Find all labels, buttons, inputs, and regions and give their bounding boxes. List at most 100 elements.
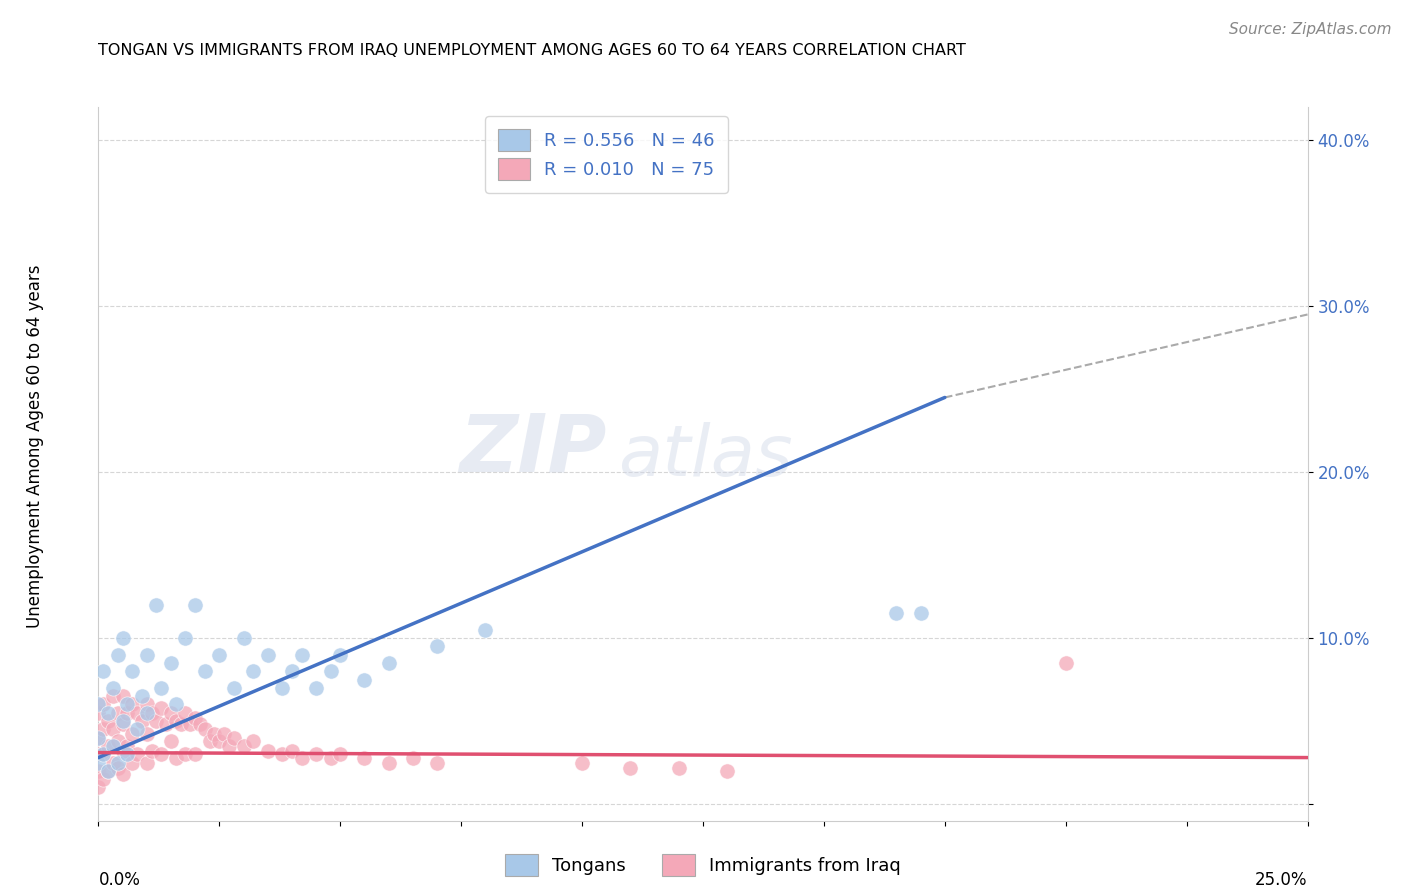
Point: [131, 689, 153, 703]
Point: [571, 756, 593, 770]
Point: [165, 698, 187, 712]
Point: [150, 747, 173, 762]
Point: [169, 717, 191, 731]
Point: [377, 756, 399, 770]
Point: [91, 747, 114, 762]
Text: ZIP: ZIP: [458, 410, 606, 489]
Point: [256, 744, 278, 758]
Point: [208, 648, 231, 662]
Point: [141, 706, 163, 720]
Point: [145, 714, 167, 728]
Point: [619, 760, 641, 774]
Point: [232, 739, 254, 753]
Point: [127, 747, 149, 762]
Point: [107, 706, 129, 720]
Point: [87, 756, 110, 770]
Point: [160, 734, 183, 748]
Point: [150, 681, 173, 695]
Point: [141, 744, 163, 758]
Point: [111, 767, 134, 781]
Point: [204, 727, 226, 741]
Point: [135, 727, 157, 741]
Point: [150, 700, 173, 714]
Point: [155, 717, 177, 731]
Point: [111, 717, 134, 731]
Point: [179, 717, 201, 731]
Point: [87, 764, 110, 778]
Point: [290, 750, 312, 764]
Point: [91, 772, 114, 786]
Point: [121, 698, 143, 712]
Point: [97, 764, 120, 778]
Point: [97, 739, 120, 753]
Point: [101, 756, 124, 770]
Point: [91, 665, 114, 679]
Point: [135, 648, 157, 662]
Point: [402, 750, 425, 764]
Legend: Tongans, Immigrants from Iraq: Tongans, Immigrants from Iraq: [498, 847, 908, 883]
Point: [305, 681, 328, 695]
Point: [101, 723, 124, 737]
Point: [184, 747, 207, 762]
Point: [160, 706, 183, 720]
Point: [353, 673, 375, 687]
Point: [329, 648, 352, 662]
Point: [426, 756, 449, 770]
Point: [111, 714, 134, 728]
Point: [121, 665, 143, 679]
Text: Unemployment Among Ages 60 to 64 years: Unemployment Among Ages 60 to 64 years: [27, 264, 44, 628]
Point: [256, 648, 278, 662]
Point: [188, 717, 211, 731]
Point: [174, 747, 197, 762]
Point: [91, 698, 114, 712]
Point: [377, 656, 399, 670]
Point: [135, 706, 157, 720]
Point: [212, 727, 235, 741]
Text: TONGAN VS IMMIGRANTS FROM IRAQ UNEMPLOYMENT AMONG AGES 60 TO 64 YEARS CORRELATIO: TONGAN VS IMMIGRANTS FROM IRAQ UNEMPLOYM…: [98, 43, 966, 58]
Point: [426, 640, 449, 654]
Point: [198, 734, 221, 748]
Point: [242, 734, 264, 748]
Point: [222, 731, 245, 745]
Point: [165, 714, 187, 728]
Point: [107, 756, 129, 770]
Point: [174, 706, 197, 720]
Point: [305, 747, 328, 762]
Point: [222, 681, 245, 695]
Point: [271, 681, 294, 695]
Point: [668, 760, 690, 774]
Point: [87, 706, 110, 720]
Point: [117, 706, 139, 720]
Point: [111, 631, 134, 645]
Point: [474, 623, 496, 637]
Point: [281, 665, 304, 679]
Point: [232, 631, 254, 645]
Point: [319, 665, 342, 679]
Point: [97, 714, 120, 728]
Point: [87, 780, 110, 795]
Text: 25.0%: 25.0%: [1256, 871, 1308, 888]
Point: [353, 750, 375, 764]
Point: [184, 598, 207, 612]
Point: [319, 750, 342, 764]
Point: [117, 698, 139, 712]
Point: [91, 747, 114, 762]
Text: 0.0%: 0.0%: [98, 871, 141, 888]
Point: [194, 665, 217, 679]
Point: [131, 714, 153, 728]
Point: [271, 747, 294, 762]
Point: [87, 747, 110, 762]
Point: [87, 731, 110, 745]
Point: [127, 723, 149, 737]
Point: [208, 734, 231, 748]
Point: [111, 744, 134, 758]
Point: [329, 747, 352, 762]
Point: [174, 631, 197, 645]
Point: [242, 665, 264, 679]
Point: [218, 739, 240, 753]
Point: [281, 744, 304, 758]
Point: [91, 723, 114, 737]
Point: [121, 727, 143, 741]
Point: [117, 747, 139, 762]
Point: [101, 681, 124, 695]
